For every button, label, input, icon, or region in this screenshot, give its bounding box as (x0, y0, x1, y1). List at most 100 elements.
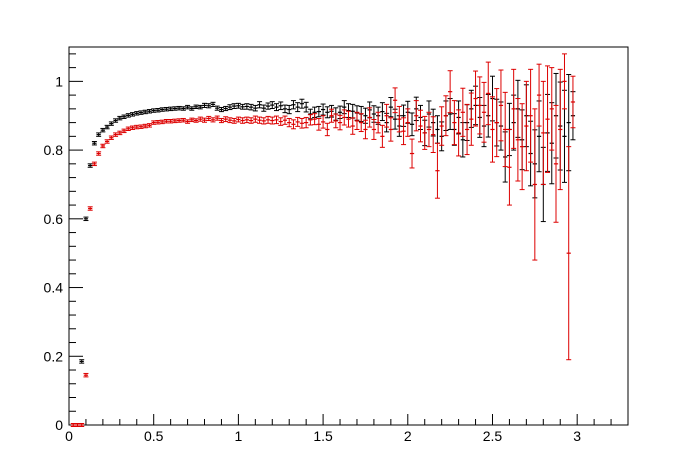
data-point (320, 115, 326, 129)
data-point (439, 106, 445, 146)
data-point (274, 103, 280, 112)
data-point (299, 98, 305, 109)
y-tick-label: 0.4 (44, 280, 64, 296)
data-point (358, 113, 364, 133)
data-point (261, 104, 267, 112)
x-tick-label: 2.5 (483, 428, 503, 444)
series-1 (70, 53, 576, 427)
y-tick-label: 0.6 (44, 211, 64, 227)
data-point (172, 118, 178, 124)
data-point (523, 80, 529, 172)
data-point (316, 117, 322, 131)
data-point (316, 105, 322, 118)
data-point (545, 65, 551, 173)
data-point (176, 118, 182, 123)
data-point (180, 117, 186, 123)
data-point (240, 103, 246, 110)
data-point (286, 117, 292, 128)
data-point (134, 111, 140, 116)
data-point (290, 119, 296, 130)
data-point (206, 115, 212, 122)
data-point (176, 105, 182, 111)
data-point (443, 95, 449, 137)
data-point (307, 114, 313, 126)
data-point (130, 125, 136, 130)
data-point (252, 104, 258, 112)
data-point (227, 104, 233, 111)
data-point (570, 75, 576, 129)
data-point (155, 120, 161, 125)
data-point (113, 132, 119, 137)
data-point (197, 104, 203, 110)
data-point (426, 111, 432, 148)
data-point (83, 372, 89, 378)
data-point (409, 138, 415, 169)
data-point (384, 103, 390, 128)
data-point (146, 123, 152, 128)
data-point (481, 81, 487, 143)
data-point (473, 70, 479, 127)
data-point (396, 105, 402, 133)
data-point (290, 100, 296, 110)
data-point (223, 105, 229, 112)
data-point (341, 109, 347, 126)
data-point (100, 127, 106, 133)
data-point (218, 106, 224, 113)
data-point (197, 116, 203, 122)
data-point (320, 103, 326, 116)
data-point (333, 113, 339, 129)
data-point (130, 112, 136, 117)
y-tick-label: 0.8 (44, 142, 64, 158)
data-point (180, 106, 186, 111)
data-point (528, 68, 534, 163)
data-point (295, 116, 301, 127)
data-point (261, 117, 267, 125)
data-point (240, 117, 246, 124)
data-point (506, 128, 512, 206)
data-point (172, 106, 178, 111)
data-point (549, 67, 555, 151)
data-point (536, 63, 542, 127)
data-point (96, 132, 102, 137)
data-point (532, 108, 538, 261)
data-point (257, 116, 263, 124)
data-point (324, 122, 330, 137)
data-point (460, 87, 466, 137)
data-point (303, 101, 309, 113)
data-point (401, 117, 407, 146)
data-point (511, 68, 517, 149)
data-point (248, 103, 254, 111)
data-point (146, 109, 152, 114)
plot-frame (68, 46, 629, 426)
data-point (346, 110, 351, 128)
data-point (371, 119, 377, 140)
data-point (278, 117, 284, 126)
data-point (350, 117, 356, 135)
data-point (248, 117, 254, 124)
data-point (269, 116, 275, 125)
data-point (231, 103, 237, 110)
data-point (206, 103, 212, 109)
data-point (113, 118, 119, 123)
x-axis-ticks (68, 414, 629, 425)
data-point (210, 117, 216, 123)
data-point (392, 87, 398, 114)
data-point (456, 109, 462, 157)
data-point (108, 135, 114, 140)
data-series (70, 53, 576, 427)
data-point (70, 423, 76, 427)
data-point (108, 121, 114, 126)
data-point (557, 68, 563, 191)
data-point (367, 107, 373, 128)
data-point (485, 61, 491, 126)
data-point (134, 124, 140, 130)
data-point (202, 117, 208, 123)
data-point (214, 105, 220, 111)
data-point (231, 117, 237, 124)
data-point (561, 53, 567, 110)
data-point (91, 161, 97, 167)
data-point (405, 108, 411, 137)
data-point (362, 119, 368, 140)
data-point (100, 143, 106, 149)
